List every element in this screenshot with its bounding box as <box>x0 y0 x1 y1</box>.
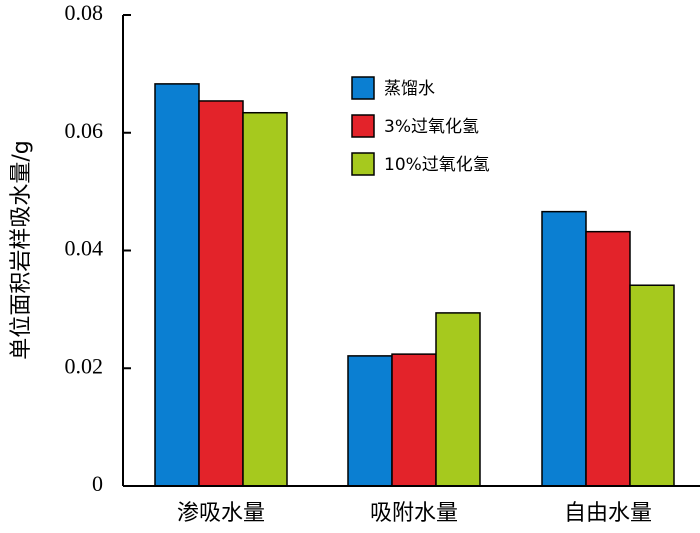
x-category-label: 吸附水量 <box>370 501 458 526</box>
y-tick-label: 0.08 <box>65 0 104 25</box>
legend: 蒸馏水 3%过氧化氢 10%过氧化氢 <box>351 76 490 176</box>
y-tick-label: 0.04 <box>65 236 104 261</box>
legend-swatch <box>351 114 375 138</box>
legend-label: 3%过氧化氢 <box>384 117 479 137</box>
bar <box>198 100 244 487</box>
legend-label: 蒸馏水 <box>384 79 435 99</box>
y-tick-label: 0.06 <box>65 118 104 143</box>
y-axis-title: 单位面积岩样吸水量/g <box>9 140 34 359</box>
bar <box>391 353 437 487</box>
x-category-label: 渗吸水量 <box>177 501 265 526</box>
bar <box>585 230 631 487</box>
x-axis-labels: 渗吸水量 吸附水量 自由水量 <box>177 501 652 526</box>
legend-swatch <box>351 152 375 176</box>
bar <box>541 210 587 487</box>
bar <box>629 284 675 487</box>
y-tick-label: 0.02 <box>65 353 104 378</box>
legend-swatch <box>351 76 375 100</box>
bar <box>435 312 481 487</box>
bar <box>242 111 288 487</box>
bars <box>154 83 675 487</box>
y-axis-ticks: 0 0.02 0.04 0.06 0.08 <box>65 0 131 496</box>
bar <box>154 83 200 487</box>
x-category-label: 自由水量 <box>564 501 652 526</box>
bar <box>347 355 393 487</box>
y-tick-label: 0 <box>92 471 103 496</box>
legend-label: 10%过氧化氢 <box>384 155 490 175</box>
